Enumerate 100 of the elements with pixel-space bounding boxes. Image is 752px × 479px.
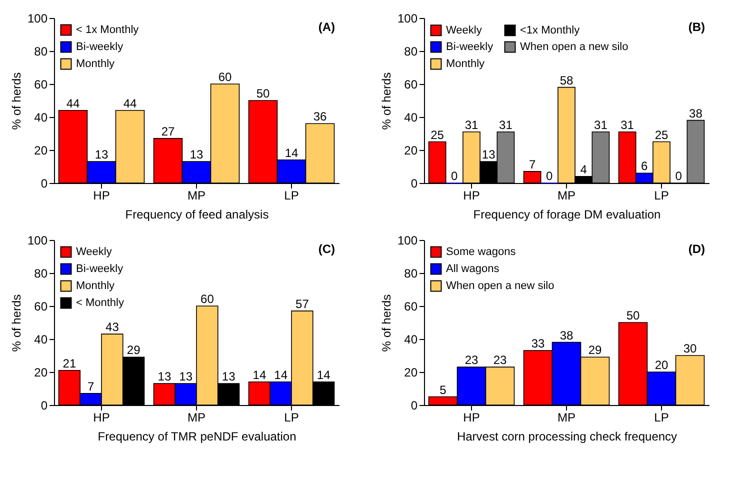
x-axis-title: Frequency of TMR peNDF evaluation xyxy=(98,430,296,444)
y-tick-label: 20 xyxy=(34,144,48,158)
data-label: 14 xyxy=(316,368,331,382)
data-label: 58 xyxy=(560,73,574,88)
legend-label: < Monthly xyxy=(76,297,124,309)
x-tick-label: MP xyxy=(188,188,206,202)
y-tick-label: 100 xyxy=(27,12,48,26)
y-tick-label: 100 xyxy=(397,12,418,26)
x-tick-label: HP xyxy=(93,188,110,202)
legend-label: All wagons xyxy=(446,263,500,275)
x-tick-label: LP xyxy=(654,410,669,424)
legend-label: Weekly xyxy=(76,246,112,258)
legend-label: Some wagons xyxy=(446,246,516,258)
annotation: (C) xyxy=(318,242,335,256)
data-label: 43 xyxy=(106,320,120,334)
y-axis-title: % of herds xyxy=(9,72,24,130)
legend-label: Bi-weekly xyxy=(76,263,124,275)
y-tick-label: 0 xyxy=(40,176,48,190)
y-tick-label: 20 xyxy=(404,144,418,158)
data-label: 0 xyxy=(546,169,554,183)
data-label: 14 xyxy=(284,146,298,160)
legend-label: Monthly xyxy=(446,58,486,70)
data-label: 14 xyxy=(252,368,266,382)
y-tick-label: 0 xyxy=(40,398,48,412)
data-label: 57 xyxy=(296,296,310,311)
x-tick-label: MP xyxy=(558,188,576,202)
data-label: 13 xyxy=(94,148,108,162)
data-label: 25 xyxy=(430,128,444,142)
y-tick-label: 20 xyxy=(404,366,418,380)
data-label: 38 xyxy=(560,328,574,342)
legend-label: Bi-weekly xyxy=(76,41,124,53)
data-label: 13 xyxy=(158,370,172,384)
y-tick-label: 60 xyxy=(34,78,48,92)
x-axis-title: Frequency of forage DM evaluation xyxy=(473,208,661,222)
data-label: 50 xyxy=(256,86,270,100)
data-label: 13 xyxy=(482,148,496,162)
data-label: 31 xyxy=(499,118,513,132)
legend-label: Monthly xyxy=(76,280,116,292)
x-tick-label: HP xyxy=(463,188,480,202)
data-label: 60 xyxy=(218,70,232,84)
y-tick-label: 40 xyxy=(404,110,418,124)
y-tick-label: 40 xyxy=(404,332,418,346)
data-label: 13 xyxy=(190,148,204,162)
legend-label: Bi-weekly xyxy=(446,41,494,53)
data-label: 36 xyxy=(313,110,327,124)
y-tick-label: 60 xyxy=(404,300,418,314)
y-tick-label: 40 xyxy=(34,110,48,124)
data-label: 44 xyxy=(123,96,137,110)
legend-label: When open a new silo xyxy=(520,41,628,53)
y-tick-label: 60 xyxy=(404,78,418,92)
data-label: 30 xyxy=(683,342,697,356)
x-tick-label: LP xyxy=(284,188,299,202)
legend-label: Monthly xyxy=(76,58,116,70)
y-tick-label: 40 xyxy=(34,332,48,346)
y-tick-label: 100 xyxy=(397,234,418,248)
annotation: (B) xyxy=(688,20,705,34)
data-label: 0 xyxy=(451,169,458,183)
legend-label: < 1x Monthly xyxy=(76,24,140,36)
data-label: 7 xyxy=(87,379,94,394)
y-tick-label: 0 xyxy=(410,176,418,190)
data-label: 31 xyxy=(464,118,478,132)
data-label: 44 xyxy=(66,96,80,110)
data-label: 31 xyxy=(620,118,634,132)
data-label: 7 xyxy=(528,157,536,172)
x-tick-label: MP xyxy=(188,410,206,424)
x-tick-label: HP xyxy=(93,410,110,424)
annotation: (A) xyxy=(318,20,335,34)
data-label: 25 xyxy=(654,128,668,142)
data-label: 38 xyxy=(689,106,703,120)
data-label: 5 xyxy=(440,382,447,397)
data-label: 50 xyxy=(626,308,640,322)
y-tick-label: 80 xyxy=(404,44,418,58)
data-label: 4 xyxy=(580,162,588,176)
data-label: 13 xyxy=(222,370,236,384)
y-tick-label: 20 xyxy=(34,366,48,380)
data-label: 23 xyxy=(464,353,478,368)
data-label: 29 xyxy=(588,343,602,358)
data-label: 23 xyxy=(493,353,507,368)
y-tick-label: 100 xyxy=(27,234,48,248)
y-tick-label: 0 xyxy=(410,398,418,412)
y-tick-label: 80 xyxy=(34,44,48,58)
x-axis-title: Harvest corn processing check frequency xyxy=(456,430,678,444)
data-label: 29 xyxy=(126,343,141,358)
data-label: 6 xyxy=(641,159,648,174)
y-tick-label: 80 xyxy=(34,266,48,280)
x-tick-label: MP xyxy=(558,410,576,424)
data-label: 31 xyxy=(594,118,608,132)
data-label: 20 xyxy=(654,358,668,372)
x-tick-label: LP xyxy=(284,410,299,424)
y-tick-label: 80 xyxy=(404,266,418,280)
data-label: 0 xyxy=(675,169,682,183)
x-axis-title: Frequency of feed analysis xyxy=(125,208,269,222)
y-axis-title: % of herds xyxy=(9,294,24,352)
y-axis-title: % of herds xyxy=(379,294,394,352)
y-axis-title: % of herds xyxy=(379,72,394,130)
annotation: (D) xyxy=(688,242,705,256)
legend-label: <1x Monthly xyxy=(520,24,580,36)
y-tick-label: 60 xyxy=(34,300,48,314)
x-tick-label: LP xyxy=(654,188,669,202)
data-label: 14 xyxy=(274,368,288,382)
